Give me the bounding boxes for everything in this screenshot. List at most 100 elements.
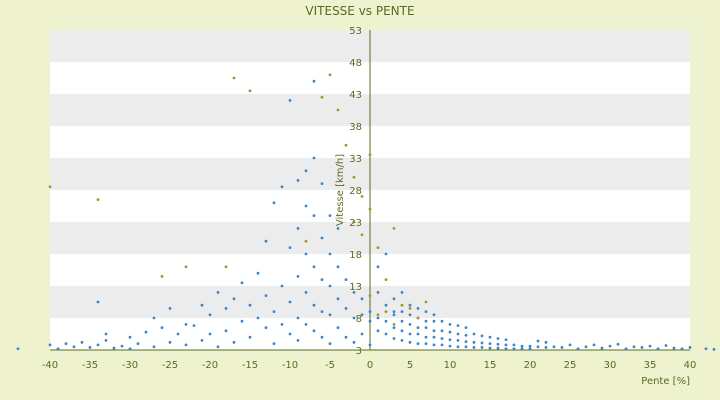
- data-point: [304, 204, 308, 208]
- data-point: [104, 339, 108, 342]
- y-tick-label: 28: [349, 186, 362, 197]
- data-point-secondary: [224, 265, 228, 269]
- data-point: [376, 291, 380, 294]
- data-point-secondary: [392, 227, 396, 230]
- data-point: [320, 335, 324, 339]
- data-point: [232, 297, 236, 301]
- data-point: [408, 340, 412, 344]
- data-point: [424, 310, 428, 313]
- data-point-secondary: [160, 275, 164, 278]
- data-point: [328, 342, 332, 345]
- data-point: [384, 319, 388, 323]
- data-point-secondary: [360, 233, 364, 237]
- data-point-secondary: [96, 198, 100, 202]
- data-point: [456, 332, 460, 336]
- data-point-secondary: [320, 95, 324, 99]
- data-point-secondary: [384, 310, 388, 313]
- data-point: [288, 99, 292, 102]
- data-point: [312, 79, 316, 83]
- data-point-secondary: [352, 175, 356, 179]
- y-axis-label: Vitesse [km/h]: [335, 154, 346, 226]
- data-point: [376, 265, 380, 269]
- data-point: [328, 284, 332, 288]
- data-point: [440, 343, 444, 347]
- data-point-secondary: [336, 108, 340, 112]
- x-tick-label: 0: [367, 360, 373, 371]
- data-point: [384, 303, 388, 307]
- data-point: [128, 335, 132, 339]
- data-point: [424, 342, 428, 345]
- data-point: [472, 346, 476, 349]
- data-point: [272, 310, 276, 313]
- data-point: [328, 313, 332, 317]
- x-tick-label: 40: [684, 360, 697, 371]
- data-point: [336, 297, 340, 301]
- data-point: [424, 319, 428, 323]
- x-tick-label: -30: [122, 360, 138, 371]
- data-point: [128, 347, 132, 351]
- data-point: [672, 346, 676, 350]
- data-point: [360, 313, 364, 317]
- data-point: [536, 345, 540, 349]
- data-point: [504, 347, 508, 351]
- data-point: [248, 335, 252, 339]
- data-point: [120, 344, 124, 348]
- data-point: [400, 291, 404, 294]
- data-point: [304, 169, 308, 173]
- data-point: [312, 214, 316, 218]
- data-point-secondary: [376, 313, 380, 317]
- y-tick-label: 23: [349, 218, 362, 229]
- y-tick-label: 8: [356, 314, 362, 325]
- data-point: [488, 346, 492, 350]
- data-point: [288, 246, 292, 250]
- data-point: [392, 313, 396, 317]
- data-point: [312, 329, 316, 333]
- x-axis-label: Pente [%]: [641, 376, 690, 387]
- data-point: [184, 343, 188, 347]
- data-point: [368, 343, 372, 347]
- data-point: [432, 313, 436, 317]
- data-point: [408, 332, 412, 336]
- data-point: [336, 227, 340, 230]
- data-point: [368, 310, 372, 313]
- data-point: [424, 335, 428, 339]
- data-point: [240, 319, 244, 323]
- data-point-secondary: [376, 246, 380, 250]
- data-point: [464, 345, 468, 349]
- data-point: [400, 319, 404, 323]
- data-point: [368, 319, 372, 323]
- data-point: [264, 239, 268, 243]
- data-point: [16, 347, 20, 351]
- x-tick-label: 30: [604, 360, 617, 371]
- data-point: [432, 329, 436, 333]
- data-point: [312, 156, 316, 160]
- data-point-secondary: [232, 76, 236, 80]
- data-point: [320, 310, 324, 313]
- data-point-secondary: [352, 220, 356, 224]
- data-point: [296, 179, 300, 182]
- x-tick-label: -35: [82, 360, 98, 371]
- data-point: [624, 347, 628, 351]
- data-point: [544, 346, 548, 349]
- chart-title: VITESSE vs PENTE: [305, 4, 414, 18]
- data-point: [272, 342, 276, 345]
- data-point: [144, 330, 148, 334]
- data-point: [608, 344, 612, 348]
- data-point: [96, 343, 100, 347]
- data-point: [464, 333, 468, 337]
- data-point: [440, 329, 444, 333]
- data-point: [288, 300, 292, 304]
- data-point: [512, 347, 516, 351]
- data-point: [208, 332, 212, 336]
- data-point-secondary: [304, 239, 308, 243]
- data-point: [400, 329, 404, 333]
- data-point: [104, 332, 108, 336]
- data-point: [448, 330, 452, 334]
- data-point: [320, 182, 324, 186]
- data-point: [480, 334, 484, 338]
- data-point: [712, 347, 716, 351]
- data-point: [64, 342, 68, 345]
- y-tick-label: 53: [349, 26, 362, 37]
- data-point: [432, 319, 436, 323]
- data-point-secondary: [384, 278, 388, 281]
